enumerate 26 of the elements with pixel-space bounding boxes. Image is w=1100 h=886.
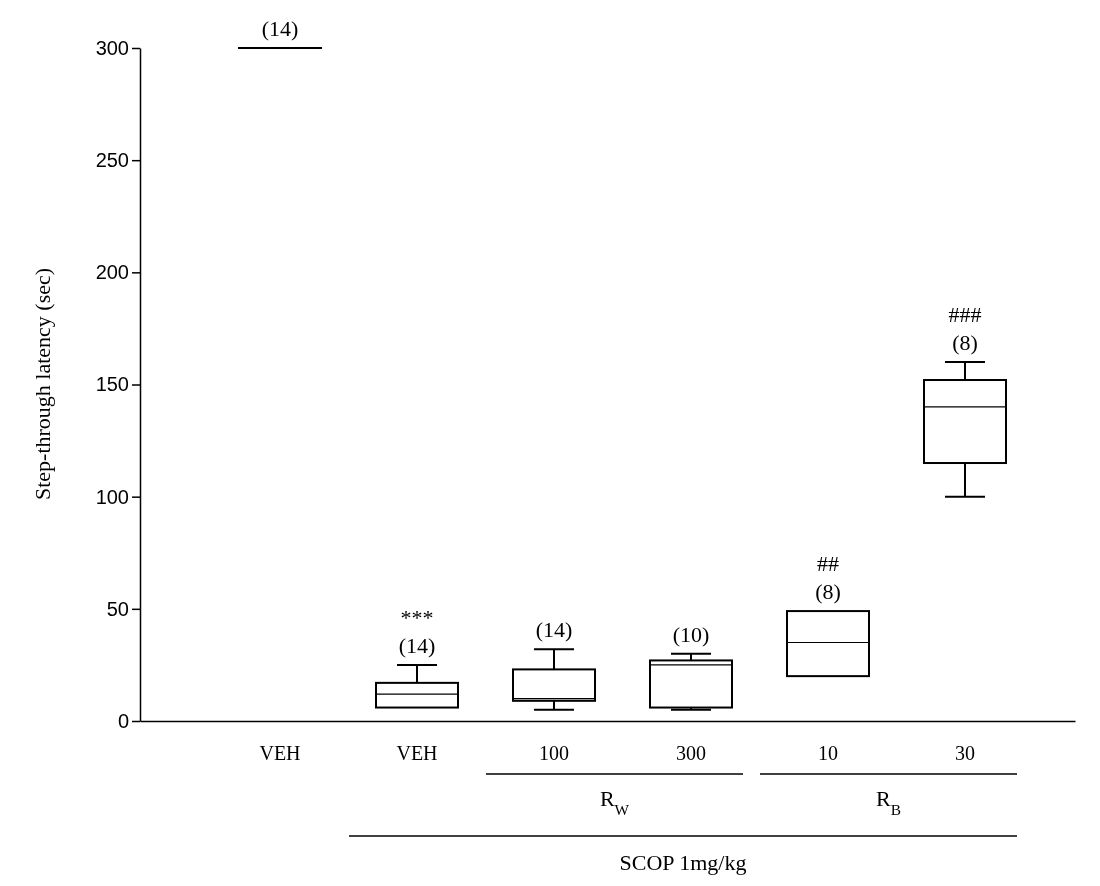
text: R$_{W}$ xyxy=(599,786,630,818)
text: (14) xyxy=(261,16,299,41)
annotation: ## xyxy=(817,551,839,577)
y-tick-label: 100 xyxy=(95,485,129,508)
annotation: (10) xyxy=(672,621,710,647)
annotation: (14) xyxy=(398,632,436,658)
y-tick-label: 50 xyxy=(106,597,129,620)
y-tick-label: 0 xyxy=(117,709,129,732)
x-tick-label: 300 xyxy=(676,742,706,764)
text: SCOP 1mg/kg xyxy=(619,850,747,875)
y-tick-label: 300 xyxy=(95,36,129,59)
y-tick-label: 150 xyxy=(95,373,129,396)
y-tick-label: 250 xyxy=(95,149,129,172)
x-tick-label: 10 xyxy=(818,742,838,764)
text: R$_{B}$ xyxy=(876,786,901,818)
y-axis-title: Step-through latency (sec) xyxy=(30,267,55,501)
annotation: *** xyxy=(400,604,434,630)
x-tick-label: VEH xyxy=(396,742,438,764)
annotation: ### xyxy=(948,302,982,328)
x-tick-label: VEH xyxy=(259,742,301,764)
x-tick-label: 100 xyxy=(539,742,569,764)
annotation: (8) xyxy=(952,330,978,356)
annotation: (8) xyxy=(815,579,841,605)
annotation: (14) xyxy=(535,617,573,643)
y-tick-label: 200 xyxy=(95,261,129,284)
x-tick-label: 30 xyxy=(955,742,975,764)
